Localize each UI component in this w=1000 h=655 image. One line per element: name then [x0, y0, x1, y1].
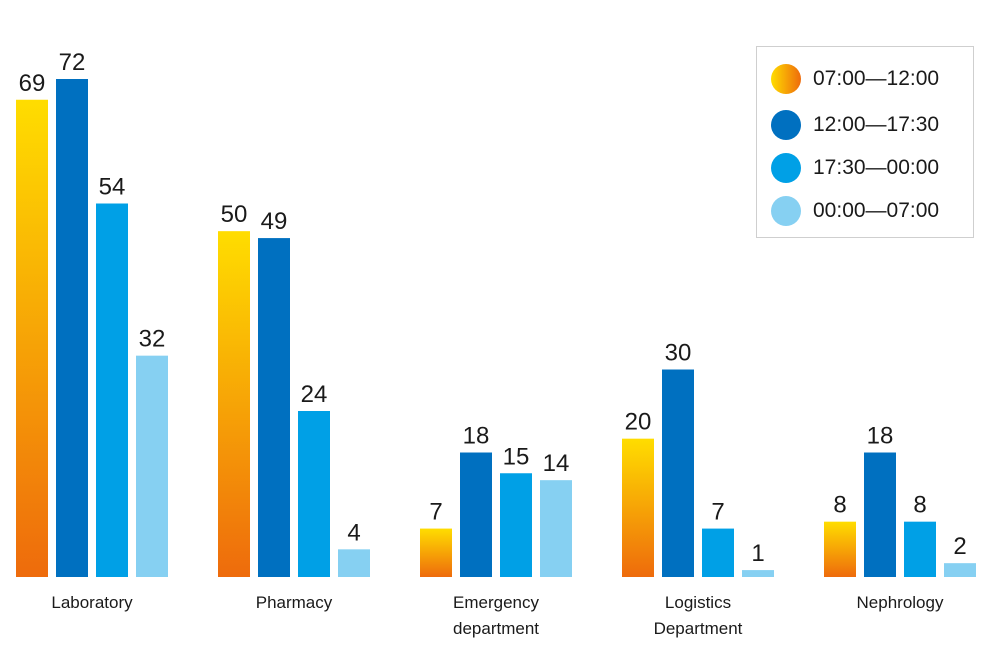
bar-nephrology-series-4 — [944, 563, 976, 577]
bars-group — [16, 79, 976, 578]
bar-emergency-department-series-3 — [500, 473, 532, 577]
legend: 07:00—12:00 12:00—17:30 17:30—00:00 00:0… — [756, 46, 974, 238]
category-labels-group: Laboratory Pharmacy Emergency department Log… — [51, 593, 944, 638]
bar-logistics-department-series-4 — [742, 570, 774, 577]
category-label-pharmacy: Pharmacy — [256, 593, 333, 612]
value-label-laboratory-series-1: 69 — [19, 70, 46, 97]
bar-emergency-department-series-4 — [540, 480, 572, 577]
bar-pharmacy-series-4 — [338, 549, 370, 577]
bar-emergency-department-series-2 — [460, 452, 492, 577]
category-label-nephrology: Nephrology — [857, 593, 944, 612]
value-label-emergency-department-series-2: 18 — [463, 423, 490, 450]
legend-swatch-4-icon — [771, 196, 801, 226]
bar-emergency-department-series-1 — [420, 528, 452, 577]
bar-nephrology-series-2 — [864, 452, 896, 577]
legend-swatch-3-icon — [771, 153, 801, 183]
bar-pharmacy-series-2 — [258, 238, 290, 578]
legend-swatch-2-icon — [771, 110, 801, 140]
legend-item-1: 07:00—12:00 — [771, 64, 939, 94]
value-label-logistics-department-series-4: 1 — [751, 540, 764, 567]
value-label-nephrology-series-3: 8 — [913, 492, 926, 519]
legend-item-4: 00:00—07:00 — [771, 196, 939, 226]
value-label-pharmacy-series-2: 49 — [261, 208, 288, 235]
value-label-pharmacy-series-4: 4 — [347, 519, 360, 546]
value-label-laboratory-series-4: 32 — [139, 326, 166, 353]
bar-logistics-department-series-1 — [622, 438, 654, 577]
value-label-nephrology-series-2: 18 — [867, 423, 894, 450]
legend-label-4: 00:00—07:00 — [813, 199, 940, 222]
value-label-laboratory-series-2: 72 — [59, 49, 86, 76]
value-label-logistics-department-series-3: 7 — [711, 499, 724, 526]
bar-logistics-department-series-3 — [702, 528, 734, 577]
bar-pharmacy-series-3 — [298, 411, 330, 577]
legend-swatch-1-icon — [771, 64, 801, 94]
value-label-emergency-department-series-4: 14 — [543, 450, 570, 477]
value-label-emergency-department-series-1: 7 — [429, 499, 442, 526]
bar-nephrology-series-1 — [824, 521, 856, 577]
category-label-emergency-department: Emergency department — [453, 593, 539, 638]
bar-pharmacy-series-1 — [218, 231, 250, 577]
value-label-nephrology-series-1: 8 — [833, 492, 846, 519]
value-label-emergency-department-series-3: 15 — [503, 443, 530, 470]
legend-item-2: 12:00—17:30 — [771, 110, 939, 140]
value-label-logistics-department-series-2: 30 — [665, 340, 692, 367]
category-label-laboratory: Laboratory — [51, 593, 133, 612]
bar-laboratory-series-2 — [56, 79, 88, 577]
value-label-pharmacy-series-3: 24 — [301, 381, 328, 408]
legend-label-2: 12:00—17:30 — [813, 113, 940, 136]
bar-laboratory-series-3 — [96, 203, 128, 577]
value-label-pharmacy-series-1: 50 — [221, 201, 248, 228]
category-label-logistics-department: Logistics Department — [654, 593, 743, 638]
legend-label-1: 07:00—12:00 — [813, 67, 940, 90]
bar-logistics-department-series-2 — [662, 369, 694, 577]
bar-laboratory-series-1 — [16, 99, 48, 577]
bar-laboratory-series-4 — [136, 355, 168, 577]
value-label-laboratory-series-3: 54 — [99, 174, 126, 201]
legend-item-3: 17:30—00:00 — [771, 153, 939, 183]
value-label-nephrology-series-4: 2 — [953, 533, 966, 560]
legend-label-3: 17:30—00:00 — [813, 156, 940, 179]
value-label-logistics-department-series-1: 20 — [625, 409, 652, 436]
bar-nephrology-series-3 — [904, 521, 936, 577]
